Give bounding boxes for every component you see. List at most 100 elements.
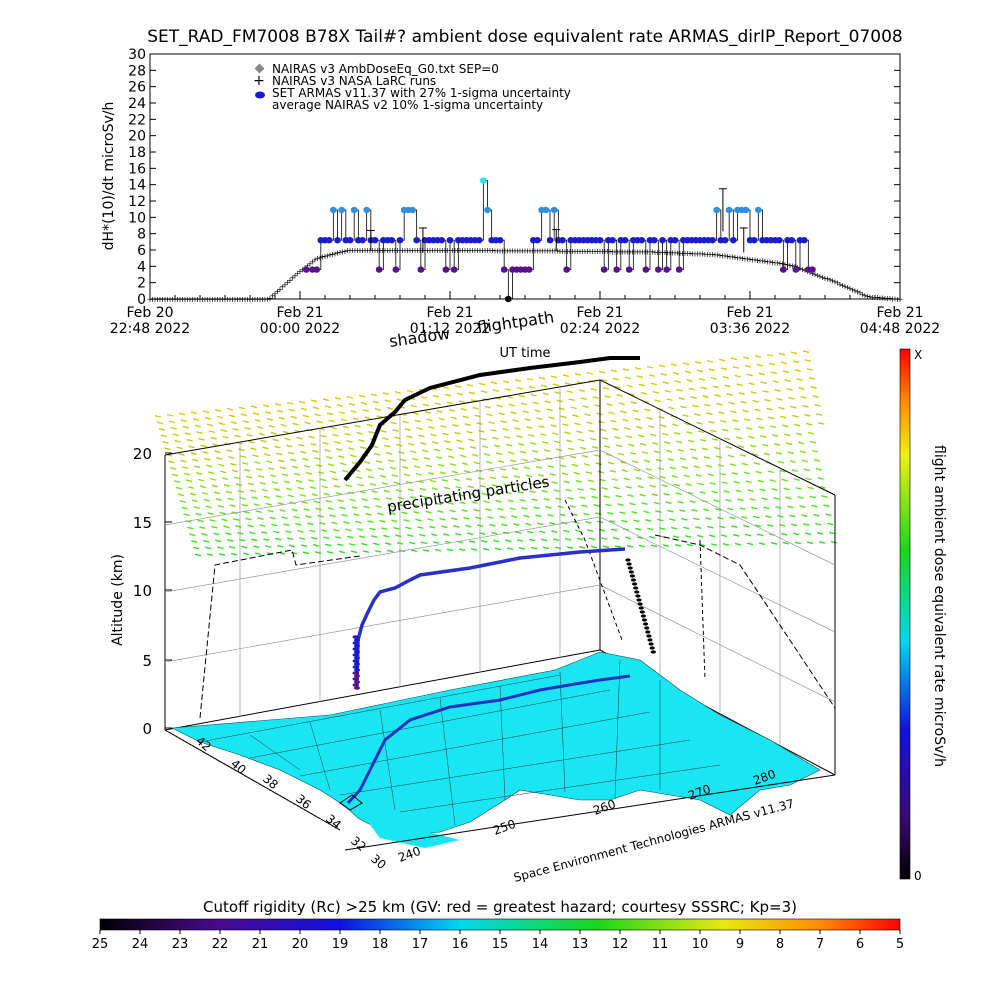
particle-arrow xyxy=(285,530,292,534)
particle-arrow xyxy=(591,495,598,499)
particle-arrow xyxy=(432,394,440,398)
particle-arrow xyxy=(513,523,520,527)
particle-arrow xyxy=(560,415,567,419)
particle-arrow xyxy=(246,433,253,437)
descent-point xyxy=(629,574,636,578)
particle-arrow xyxy=(672,371,680,375)
particle-arrow xyxy=(518,394,525,398)
particle-arrow xyxy=(419,533,426,537)
particle-arrow xyxy=(531,449,539,453)
nairas-point: + xyxy=(617,247,624,256)
particle-arrow xyxy=(483,453,491,456)
particle-arrow xyxy=(612,427,619,431)
particle-arrow xyxy=(526,377,534,381)
particle-arrow xyxy=(492,436,499,440)
nairas-point: + xyxy=(642,248,649,257)
particle-arrow xyxy=(673,483,680,487)
particle-arrow xyxy=(612,536,620,540)
particle-arrow xyxy=(526,426,533,430)
x-tick-label-day: Feb 21 xyxy=(276,305,323,321)
nairas-point: + xyxy=(349,246,356,255)
particle-arrow xyxy=(423,457,431,460)
particle-arrow xyxy=(413,511,420,514)
nairas-point: + xyxy=(459,246,466,255)
particle-arrow xyxy=(707,473,714,477)
particle-arrow xyxy=(504,539,512,543)
particle-arrow xyxy=(243,468,251,472)
particle-arrow xyxy=(384,399,392,403)
flightpath-altitude xyxy=(355,547,626,689)
particle-arrow xyxy=(674,543,682,547)
nairas-point: + xyxy=(747,255,754,264)
particle-arrow xyxy=(759,434,767,438)
nairas-point: + xyxy=(687,249,694,258)
particle-arrow xyxy=(593,454,601,458)
y-tick-label: 18 xyxy=(128,145,146,161)
particle-arrow xyxy=(600,378,608,382)
particle-arrow xyxy=(521,458,529,462)
particle-arrow xyxy=(290,551,298,555)
particle-arrow xyxy=(634,367,642,370)
bottom-colorbar-tick-label: 9 xyxy=(736,937,744,952)
nairas-point: + xyxy=(529,247,536,256)
particle-arrow xyxy=(314,413,321,417)
particle-arrow xyxy=(713,446,721,450)
particle-arrow xyxy=(690,396,697,400)
nairas-point: + xyxy=(644,248,651,257)
nairas-point: + xyxy=(707,250,714,259)
particle-arrow xyxy=(429,479,437,483)
particle-arrow xyxy=(633,519,640,523)
particle-arrow xyxy=(437,510,444,513)
y-tick-label: 24 xyxy=(128,96,146,112)
particle-arrow xyxy=(452,424,459,427)
particle-arrow xyxy=(812,394,819,398)
particle-arrow xyxy=(540,384,548,388)
particle-arrow xyxy=(555,448,563,452)
particle-arrow xyxy=(432,541,440,544)
particle-arrow xyxy=(662,381,669,385)
particle-arrow xyxy=(718,411,725,415)
particle-arrow xyxy=(750,391,757,394)
particle-arrow xyxy=(409,496,416,499)
descent-point xyxy=(648,642,654,646)
particle-arrow xyxy=(794,423,801,427)
nairas-point: + xyxy=(812,270,819,279)
particle-arrow xyxy=(770,425,777,429)
nairas-point: + xyxy=(767,258,774,267)
nairas-point: + xyxy=(307,259,314,268)
particle-arrow xyxy=(415,472,423,476)
legend-marker-nairas-v3 xyxy=(254,63,265,74)
nairas-point: + xyxy=(412,246,419,255)
nairas-point: + xyxy=(732,253,739,262)
particle-arrow xyxy=(730,410,737,414)
particle-arrow xyxy=(493,492,500,495)
particle-arrow xyxy=(611,478,618,482)
descent-point xyxy=(636,598,642,602)
particle-arrow xyxy=(776,397,783,401)
nairas-point: + xyxy=(432,246,439,255)
nairas-point: + xyxy=(664,248,671,257)
nairas-point: + xyxy=(572,247,579,256)
climb-point xyxy=(354,644,360,648)
particle-arrow xyxy=(619,511,626,515)
particle-arrow xyxy=(335,492,342,495)
particle-arrow xyxy=(514,427,521,430)
particle-arrow xyxy=(552,538,560,542)
particle-arrow xyxy=(434,548,442,552)
particle-arrow xyxy=(410,404,417,408)
nairas-point: + xyxy=(679,249,686,258)
particle-arrow xyxy=(283,480,291,484)
nairas-point: + xyxy=(232,295,239,304)
particle-arrow xyxy=(291,508,298,512)
nairas-point: + xyxy=(347,246,354,255)
x-tick-label-day: Feb 21 xyxy=(726,305,773,321)
nairas-point: + xyxy=(279,283,286,292)
particle-arrow xyxy=(228,456,235,459)
particle-arrow xyxy=(641,502,648,506)
particle-arrow xyxy=(349,498,356,502)
nairas-point: + xyxy=(512,246,519,255)
particle-arrow xyxy=(729,463,737,467)
particle-arrow xyxy=(665,449,673,453)
particle-arrow xyxy=(506,547,514,551)
altitude-tick-label: 10 xyxy=(133,582,152,600)
